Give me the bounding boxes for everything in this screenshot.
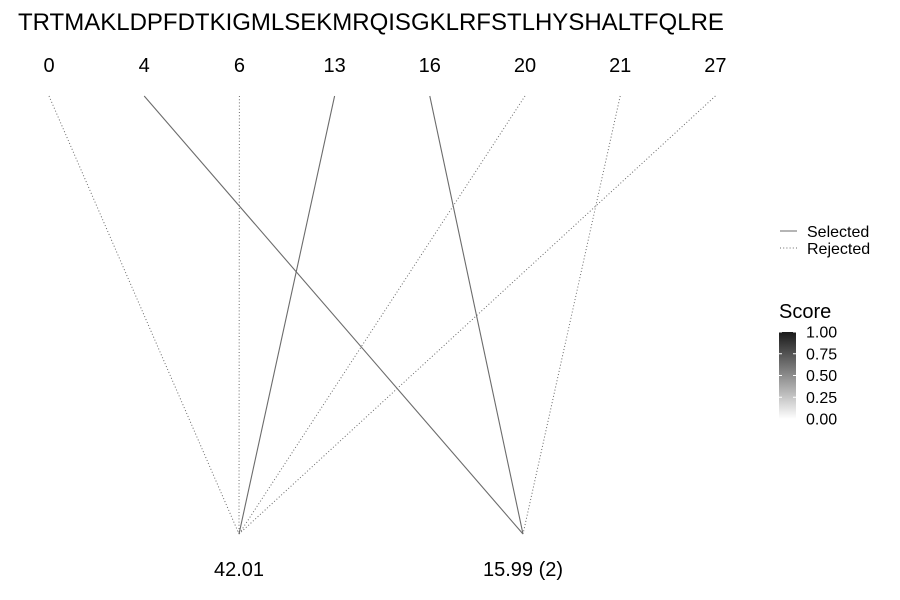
edge-0-to-42.01-rejected (48, 95, 240, 535)
score-colorbar (779, 332, 796, 419)
score-tick-labels: 1.00 0.75 0.50 0.25 0.00 (779, 325, 837, 429)
sequence-title: TRTMAKLDPFDTKIGMLSEKMRQISGKLRFSTLHYSHALT… (18, 9, 724, 36)
top-tick-label-6: 6 (234, 55, 245, 77)
top-tick-label-13: 13 (323, 55, 345, 77)
top-tick-label-20: 20 (514, 55, 536, 77)
score-tick-label: 0.75 (806, 346, 837, 363)
edge-lines (48, 95, 716, 535)
top-tick-label-21: 21 (609, 55, 631, 77)
top-tick-label-16: 16 (419, 55, 441, 77)
score-tick-label: 1.00 (806, 325, 837, 342)
bottom-tick-labels: 42.01 15.99 (2) (214, 559, 563, 581)
score-legend-title: Score (779, 301, 831, 323)
score-colorbar-legend: Score 1.00 0.75 0.50 0.25 0.00 (779, 301, 837, 429)
top-tick-label-0: 0 (43, 55, 54, 77)
score-tick-label: 0.00 (806, 412, 837, 429)
edge-21-to-15.992-rejected (522, 95, 621, 535)
legend-label-selected: Selected (807, 224, 869, 241)
edge-27-to-42.01-rejected (238, 95, 716, 535)
score-tick-label: 0.50 (806, 368, 837, 385)
top-tick-label-4: 4 (139, 55, 150, 77)
top-tick-label-27: 27 (704, 55, 726, 77)
legend-label-rejected: Rejected (807, 241, 870, 258)
edge-4-to-15.992-selected (143, 95, 524, 535)
edge-20-to-42.01-rejected (238, 95, 526, 535)
edge-16-to-15.992-selected (429, 95, 524, 535)
bottom-tick-label: 42.01 (214, 559, 264, 581)
linetype-legend: Selected Rejected (780, 224, 870, 258)
edge-13-to-42.01-selected (238, 95, 336, 535)
top-tick-labels: 0 4 6 13 16 20 21 27 (43, 55, 726, 77)
bottom-tick-label: 15.99 (2) (483, 559, 563, 581)
score-tick-label: 0.25 (806, 390, 837, 407)
